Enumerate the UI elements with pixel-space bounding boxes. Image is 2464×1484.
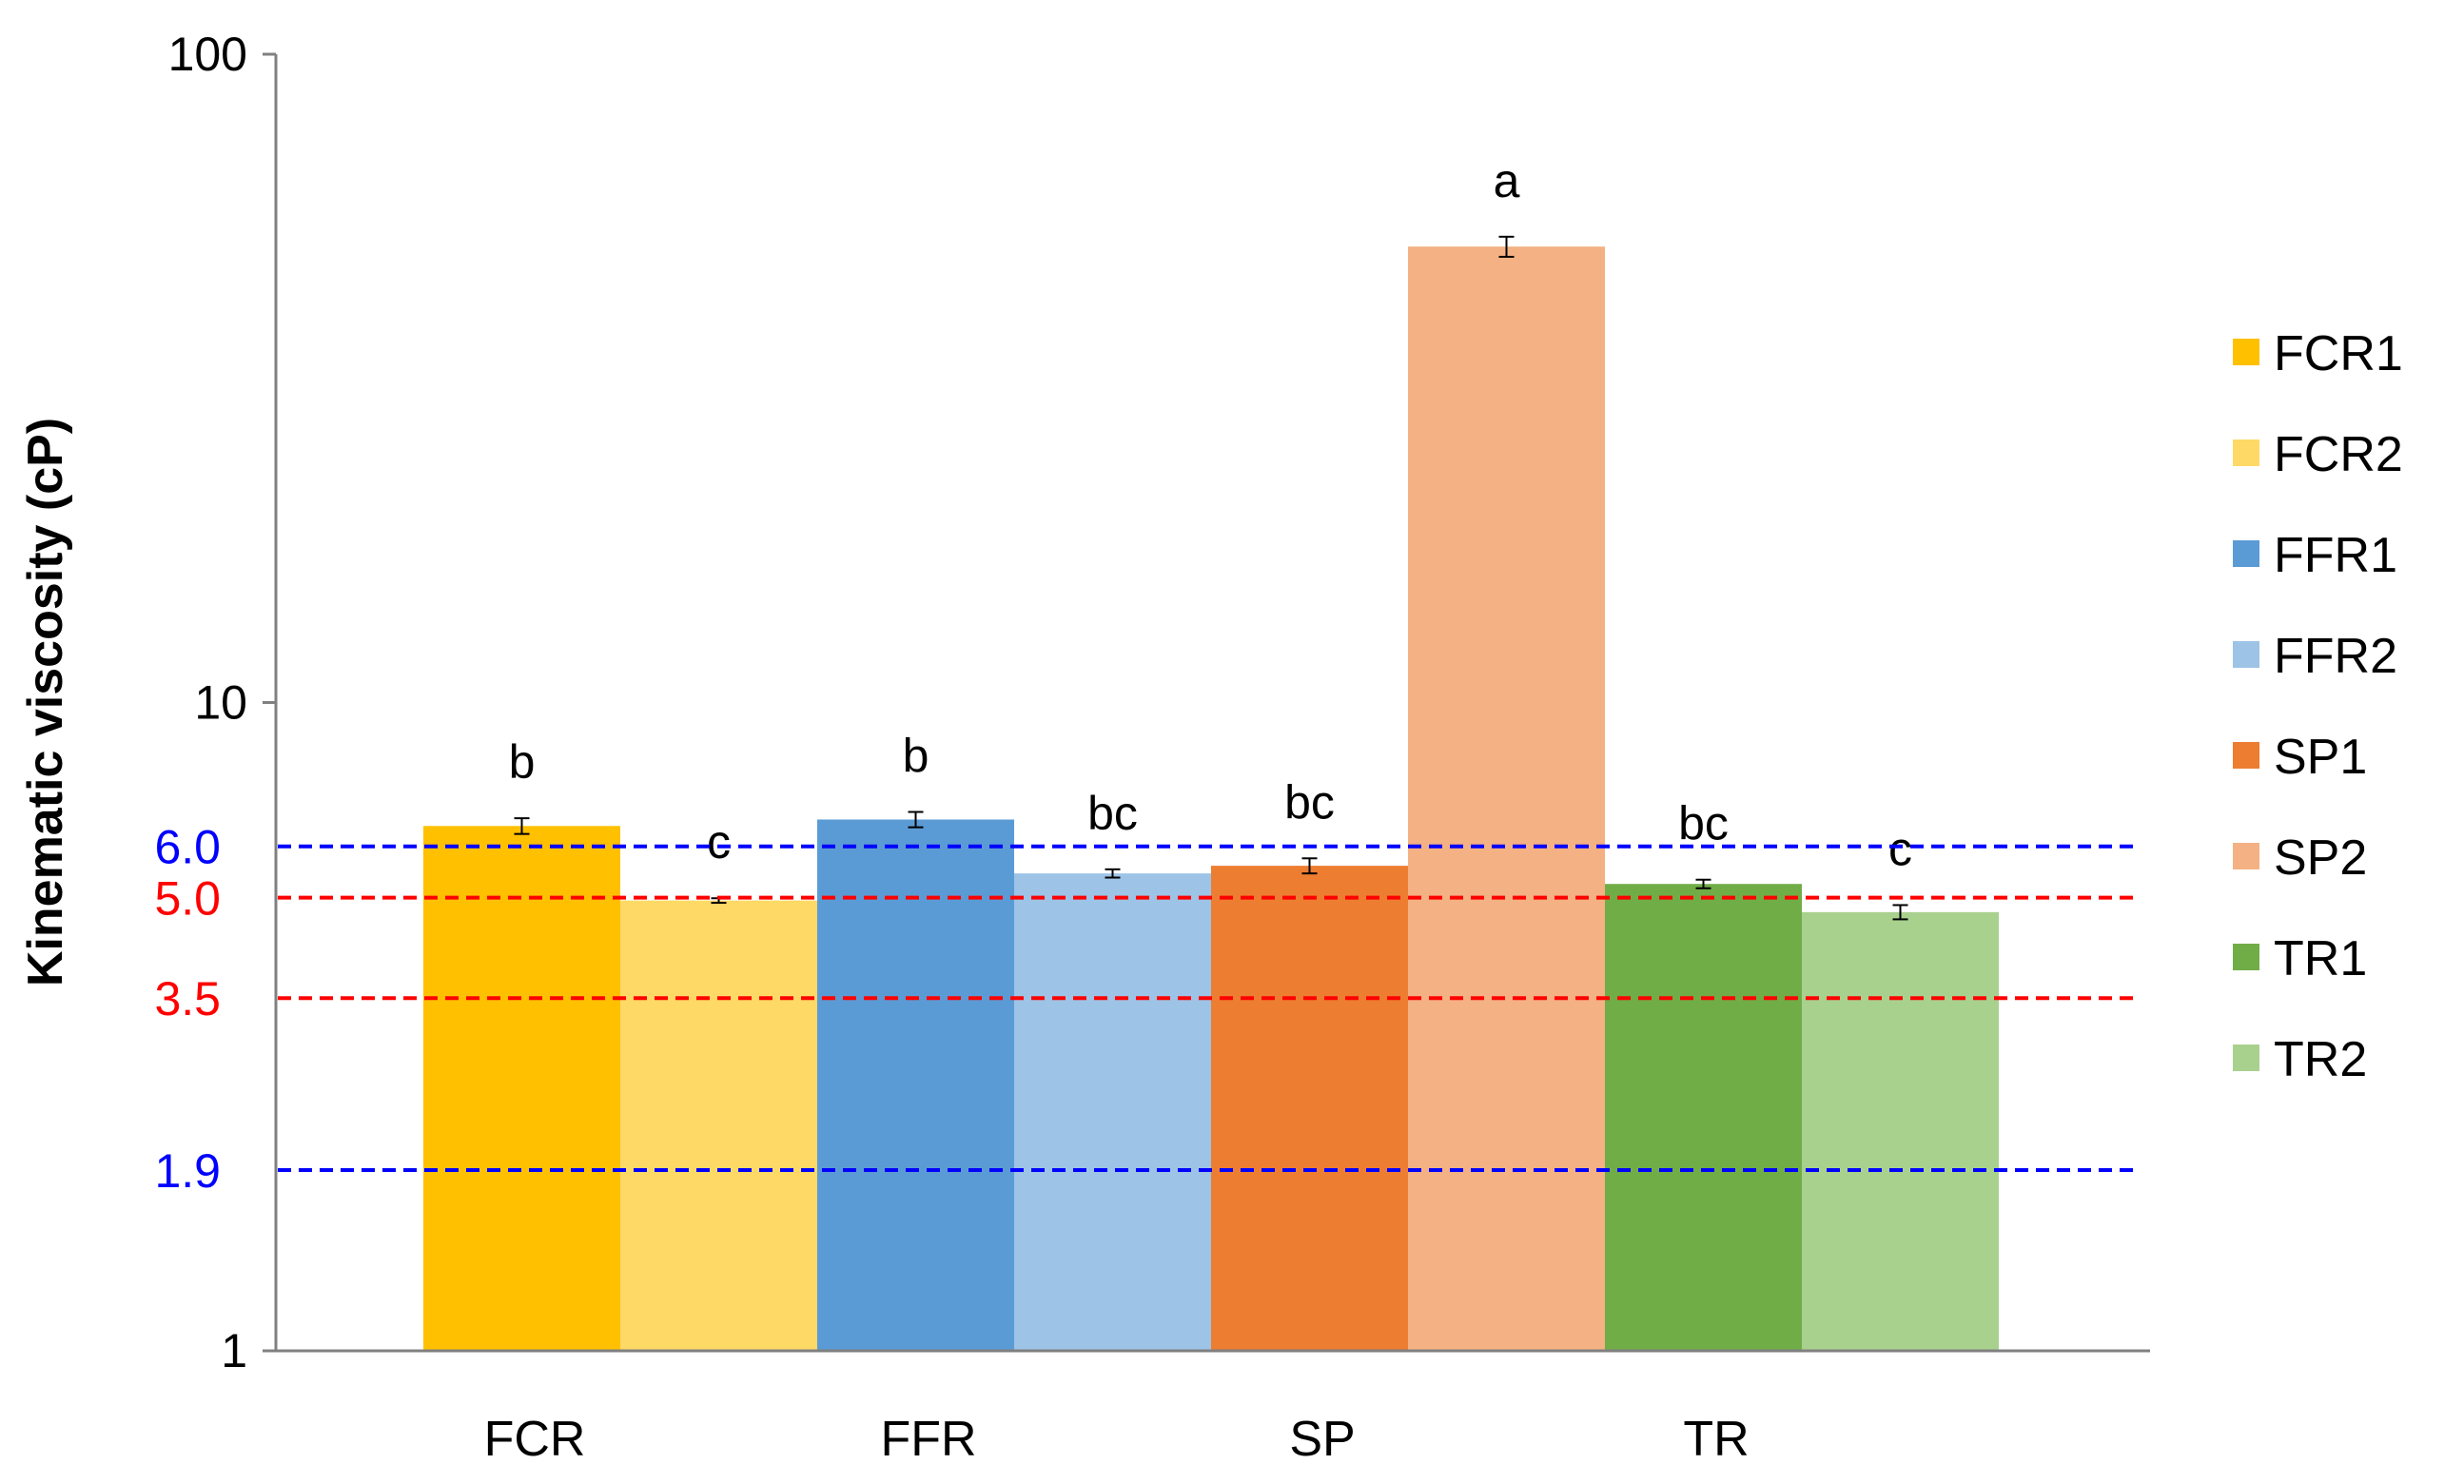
legend-swatch-fcr2 [2233, 439, 2259, 466]
legend-swatch-sp2 [2233, 843, 2259, 869]
bar-fcr1 [423, 826, 620, 1351]
legend-label-fcr2: FCR2 [2274, 427, 2403, 482]
legend-swatch-fcr1 [2233, 339, 2259, 365]
bar-fcr2 [620, 900, 817, 1351]
y-tick-label: 100 [168, 28, 247, 81]
bar-tr2 [1802, 911, 1999, 1351]
legend-label-fcr1: FCR1 [2274, 326, 2403, 381]
legend-swatch-tr2 [2233, 1045, 2259, 1071]
x-tick-label-ffr: FFR [880, 1412, 976, 1467]
bar-tr1 [1605, 884, 1802, 1351]
x-tick-label-sp: SP [1289, 1412, 1355, 1467]
y-tick-label: 1 [221, 1324, 247, 1377]
axes: 1 10 100 FCR FFR SP TR [168, 28, 2150, 1467]
reference-line-label: 5.0 [154, 872, 221, 926]
bar-ffr1 [817, 819, 1014, 1351]
legend-swatch-sp1 [2233, 742, 2259, 769]
reference-line-label: 6.0 [154, 821, 221, 874]
significance-letter-ffr2: bc [1087, 787, 1138, 840]
significance-letter-fcr2: c [707, 815, 731, 869]
legend-swatch-tr1 [2233, 944, 2259, 970]
y-tick-label: 10 [194, 676, 247, 730]
legend-label-tr2: TR2 [2274, 1032, 2367, 1087]
x-tick-label-tr: TR [1683, 1412, 1749, 1467]
legend-swatch-ffr1 [2233, 540, 2259, 567]
legend-label-ffr1: FFR1 [2274, 528, 2397, 583]
legend-swatch-ffr2 [2233, 641, 2259, 668]
significance-letter-sp1: bc [1284, 775, 1335, 829]
significance-letter-sp2: a [1494, 154, 1520, 207]
legend-label-sp2: SP2 [2274, 830, 2367, 886]
reference-line-label: 1.9 [154, 1144, 221, 1198]
bar-sp2 [1408, 246, 1605, 1352]
legend-label-sp1: SP1 [2274, 730, 2367, 785]
bar-ffr2 [1014, 873, 1211, 1351]
bars [423, 235, 1999, 1352]
legend: FCR1 FCR2 FFR1 FFR2 SP1 SP2 TR1 TR2 [2233, 326, 2403, 1087]
y-axis-title: Kinematic viscosity (cP) [18, 418, 73, 986]
significance-letter-fcr1: b [509, 735, 536, 789]
x-tick-label-fcr: FCR [484, 1412, 586, 1467]
significance-letter-ffr1: b [903, 730, 929, 783]
legend-label-tr1: TR1 [2274, 931, 2367, 986]
significance-letter-tr2: c [1888, 822, 1912, 875]
bar-sp1 [1211, 866, 1408, 1351]
reference-line-label: 3.5 [154, 972, 221, 1025]
significance-letter-tr1: bc [1678, 797, 1729, 850]
legend-label-ffr2: FFR2 [2274, 629, 2397, 684]
